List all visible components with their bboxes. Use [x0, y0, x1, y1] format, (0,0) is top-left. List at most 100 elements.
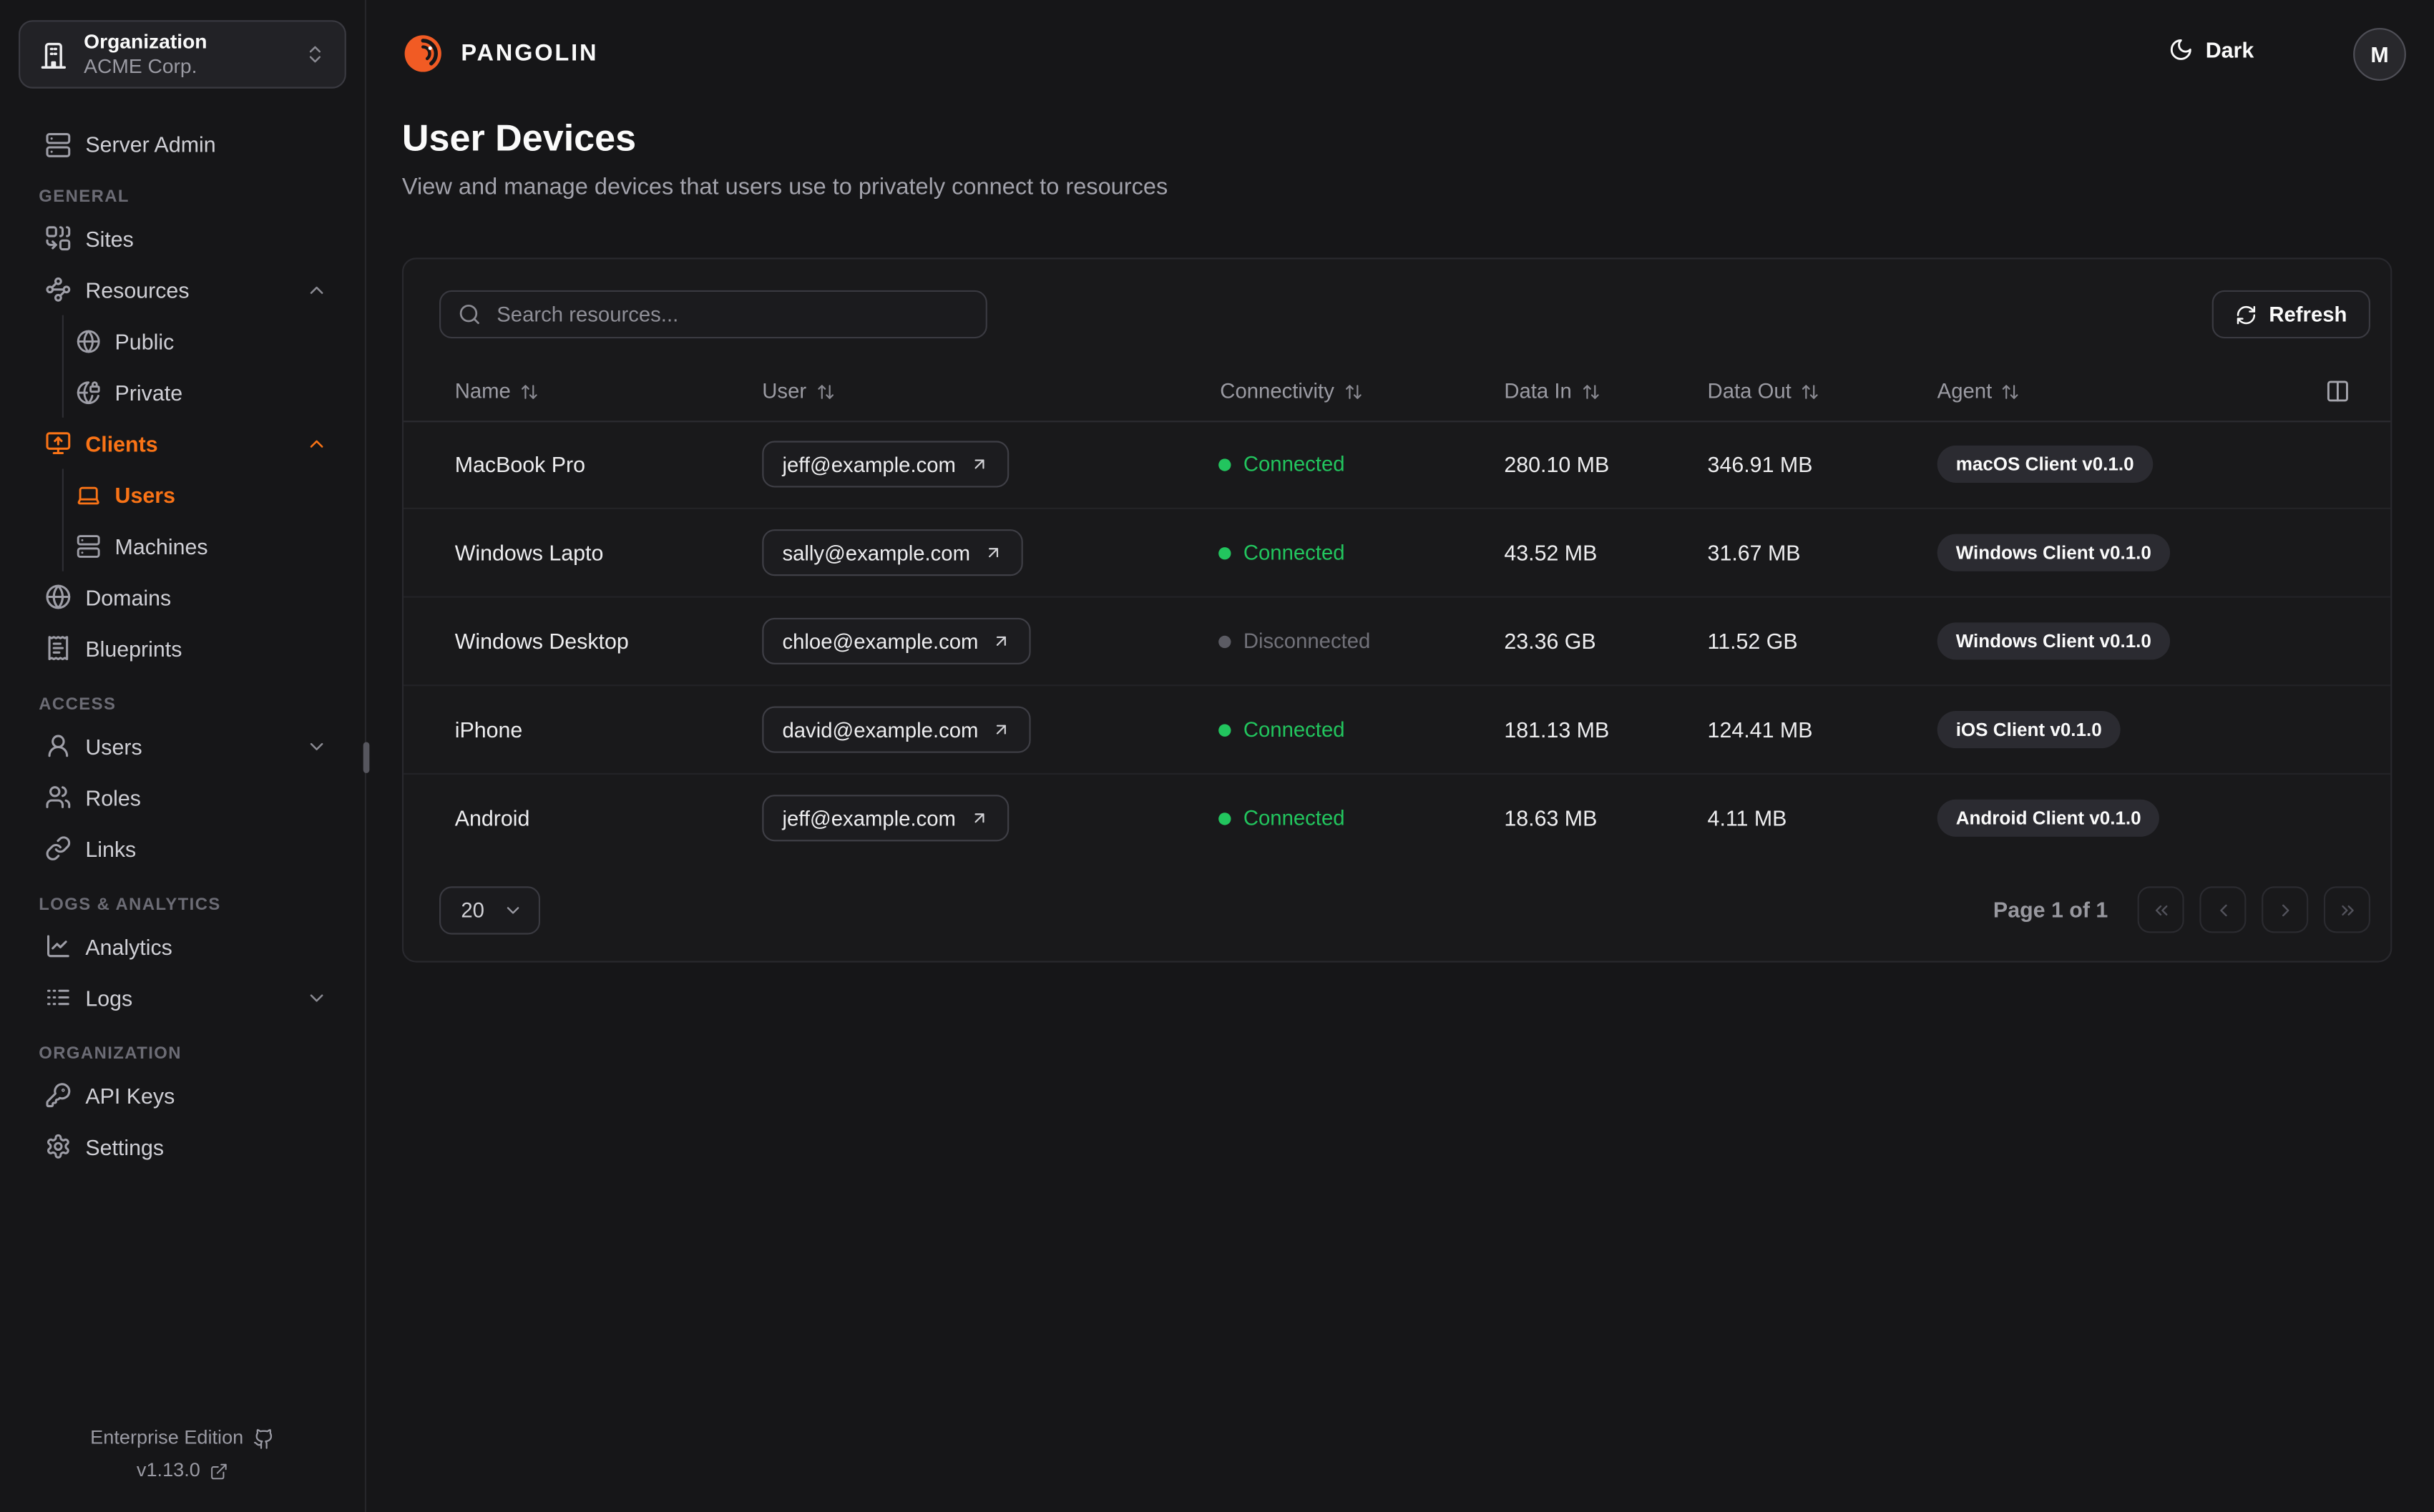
chevron-up-icon — [310, 439, 323, 447]
logs-icon — [47, 989, 69, 1006]
brand-name: PANGOLIN — [461, 40, 599, 67]
chart-line-icon — [47, 935, 69, 958]
table-header: Name User Connectivity Data In Data Out … — [404, 362, 2391, 423]
sidebar-item-label: Logs — [85, 985, 133, 1010]
data-out: 4.11 MB — [1707, 805, 1787, 831]
search-input[interactable] — [493, 301, 969, 328]
sidebar-item-resources[interactable]: Resources — [19, 264, 346, 315]
column-header-agent[interactable]: Agent — [1937, 380, 2020, 403]
next-page-button[interactable] — [2262, 886, 2309, 933]
theme-toggle[interactable]: Dark — [2169, 37, 2254, 62]
github-icon[interactable] — [253, 1428, 274, 1449]
laptop-icon — [77, 486, 99, 504]
sidebar-item-private[interactable]: Private — [64, 366, 346, 418]
arrow-up-right-icon — [997, 725, 1007, 735]
chevrons-left-icon — [2154, 904, 2167, 915]
connectivity-status: Connected — [1218, 718, 1345, 741]
pagination: Page 1 of 1 — [1993, 886, 2370, 933]
arrow-up-right-icon — [997, 636, 1007, 646]
sidebar-item-access-users[interactable]: Users — [19, 720, 346, 772]
data-out: 346.91 MB — [1707, 451, 1813, 477]
previous-page-button[interactable] — [2199, 886, 2247, 933]
sidebar-nav: Server Admin GENERAL Sites Resources — [19, 122, 346, 1172]
last-page-button[interactable] — [2323, 886, 2370, 933]
sidebar-item-label: Blueprints — [85, 635, 182, 661]
sidebar-item-domains[interactable]: Domains — [19, 571, 346, 623]
receipt-icon — [48, 636, 69, 661]
sidebar-item-label: Public — [114, 328, 175, 353]
org-selector-label: Organization — [84, 29, 207, 53]
data-in: 18.63 MB — [1504, 805, 1598, 831]
sidebar-item-server-admin[interactable]: Server Admin — [19, 122, 346, 166]
sidebar-item-client-users[interactable]: Users — [64, 468, 346, 520]
sort-icon — [817, 384, 834, 398]
table-row: Android jeff@example.com Connected 18.63… — [404, 775, 2390, 862]
key-icon — [46, 1083, 71, 1108]
user-link-button[interactable]: sally@example.com — [762, 529, 1023, 576]
page-size-select[interactable]: 20 — [439, 886, 541, 935]
table-row: MacBook Pro jeff@example.com Connected 2… — [404, 421, 2391, 509]
users-icon — [46, 786, 71, 808]
data-in: 43.52 MB — [1504, 540, 1598, 566]
sidebar-item-sites[interactable]: Sites — [19, 212, 346, 264]
sidebar-item-blueprints[interactable]: Blueprints — [19, 622, 346, 674]
sidebar-resize-handle[interactable] — [363, 742, 370, 773]
topbar: PANGOLIN Dark M — [366, 0, 2434, 109]
user-icon — [48, 735, 69, 757]
sidebar-item-logs[interactable]: Logs — [19, 972, 346, 1023]
sidebar-item-links[interactable]: Links — [19, 823, 346, 874]
refresh-button[interactable]: Refresh — [2211, 290, 2370, 339]
device-name: Windows Lapto — [454, 540, 604, 566]
device-name: iPhone — [454, 717, 523, 742]
section-label-logs-analytics: LOGS & ANALYTICS — [39, 895, 221, 915]
user-link-button[interactable]: jeff@example.com — [762, 441, 1009, 488]
refresh-icon — [2237, 305, 2255, 324]
page-subtitle: View and manage devices that users use t… — [401, 174, 1168, 200]
sidebar-item-public[interactable]: Public — [64, 315, 346, 367]
column-header-connectivity[interactable]: Connectivity — [1220, 380, 1362, 403]
sidebar-item-roles[interactable]: Roles — [19, 772, 346, 823]
column-header-data-in[interactable]: Data In — [1504, 380, 1599, 403]
link-icon — [46, 836, 71, 860]
column-header-data-out[interactable]: Data Out — [1708, 380, 1819, 403]
column-settings-button[interactable] — [2322, 375, 2353, 406]
page-title: User Devices — [401, 117, 637, 160]
sidebar-item-analytics[interactable]: Analytics — [19, 921, 346, 972]
status-dot — [1218, 634, 1231, 648]
chevron-down-icon — [310, 742, 323, 750]
data-out: 11.52 GB — [1707, 629, 1798, 654]
connectivity-status: Connected — [1218, 541, 1345, 564]
column-header-user[interactable]: User — [762, 380, 834, 403]
arrow-up-right-icon — [989, 548, 999, 558]
sidebar-item-clients[interactable]: Clients — [19, 418, 346, 469]
sort-icon — [1802, 384, 1818, 398]
columns-icon — [2327, 381, 2348, 402]
user-link-button[interactable]: chloe@example.com — [762, 617, 1032, 664]
column-header-name[interactable]: Name — [455, 380, 539, 403]
theme-label: Dark — [2205, 37, 2254, 62]
data-out: 124.41 MB — [1707, 717, 1813, 742]
sidebar-item-machines[interactable]: Machines — [64, 520, 346, 571]
avatar[interactable]: M — [2353, 28, 2406, 81]
data-out: 31.67 MB — [1707, 540, 1801, 566]
sidebar-item-api-keys[interactable]: API Keys — [19, 1069, 346, 1121]
gear-icon — [47, 1134, 69, 1159]
agent-badge: Android Client v0.1.0 — [1937, 799, 2160, 837]
table-row: Windows Lapto sally@example.com Connecte… — [404, 509, 2391, 598]
sidebar-item-label: Analytics — [85, 933, 172, 959]
org-selector[interactable]: Organization ACME Corp. — [19, 20, 346, 89]
user-link-button[interactable]: jeff@example.com — [762, 795, 1009, 842]
user-link-button[interactable]: david@example.com — [762, 706, 1032, 753]
sidebar-item-label: Resources — [85, 277, 190, 303]
external-link-icon[interactable] — [210, 1461, 228, 1480]
table-footer: 20 Page 1 of 1 — [404, 855, 2390, 964]
sidebar-item-settings[interactable]: Settings — [19, 1121, 346, 1172]
first-page-button[interactable] — [2137, 886, 2184, 933]
avatar-initial: M — [2370, 41, 2389, 67]
user-email: jeff@example.com — [782, 452, 956, 476]
sidebar-item-label: Server Admin — [85, 132, 216, 157]
chevron-up-icon — [310, 285, 323, 293]
page-info: Page 1 of 1 — [1993, 897, 2108, 923]
globe-icon — [77, 329, 100, 353]
